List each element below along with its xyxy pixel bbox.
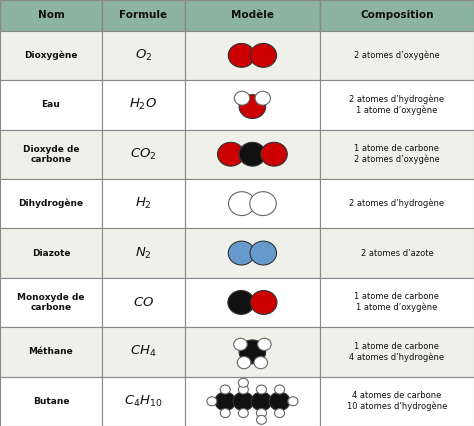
Bar xyxy=(185,278,320,327)
Text: Formule: Formule xyxy=(119,10,167,20)
Bar xyxy=(320,278,474,327)
Bar xyxy=(185,377,320,426)
Text: $O_2$: $O_2$ xyxy=(135,48,152,63)
Text: $CO_2$: $CO_2$ xyxy=(130,147,157,162)
Circle shape xyxy=(274,385,284,394)
Circle shape xyxy=(250,241,276,265)
Circle shape xyxy=(269,392,290,411)
Circle shape xyxy=(257,338,271,351)
Circle shape xyxy=(250,43,276,67)
Bar xyxy=(320,31,474,80)
Circle shape xyxy=(238,378,248,387)
Circle shape xyxy=(228,291,255,314)
Bar xyxy=(185,179,320,228)
Text: $CO$: $CO$ xyxy=(133,296,154,309)
Bar xyxy=(0,0,102,31)
Circle shape xyxy=(234,338,247,351)
Circle shape xyxy=(239,95,265,118)
Text: Diazote: Diazote xyxy=(32,248,70,258)
Text: $H_2$: $H_2$ xyxy=(135,196,152,211)
Text: Nom: Nom xyxy=(37,10,64,20)
Circle shape xyxy=(288,397,298,406)
Circle shape xyxy=(256,409,266,417)
Text: 4 atomes de carbone
10 atomes d’hydrogène: 4 atomes de carbone 10 atomes d’hydrogèn… xyxy=(347,391,447,411)
Circle shape xyxy=(239,142,265,166)
Text: Monoxyde de
carbone: Monoxyde de carbone xyxy=(17,293,85,312)
Text: Composition: Composition xyxy=(360,10,434,20)
Circle shape xyxy=(238,409,248,417)
Bar xyxy=(320,228,474,278)
Text: Dioxygène: Dioxygène xyxy=(24,51,78,60)
Text: 1 atome de carbone
2 atomes d’oxygène: 1 atome de carbone 2 atomes d’oxygène xyxy=(354,144,440,164)
Bar xyxy=(102,278,185,327)
Circle shape xyxy=(228,192,255,216)
Text: Dioxyde de
carbone: Dioxyde de carbone xyxy=(23,144,79,164)
Bar xyxy=(102,31,185,80)
Bar xyxy=(0,327,102,377)
Bar xyxy=(102,80,185,130)
Circle shape xyxy=(220,409,230,417)
Circle shape xyxy=(237,357,251,368)
Bar xyxy=(320,179,474,228)
Circle shape xyxy=(207,397,217,406)
Circle shape xyxy=(233,392,254,411)
Text: Eau: Eau xyxy=(42,100,60,109)
Bar xyxy=(0,130,102,179)
Circle shape xyxy=(228,43,255,67)
Bar xyxy=(320,327,474,377)
Circle shape xyxy=(228,241,255,265)
Bar xyxy=(102,130,185,179)
Circle shape xyxy=(250,192,276,216)
Bar xyxy=(0,179,102,228)
Bar xyxy=(320,80,474,130)
Bar xyxy=(185,130,320,179)
Circle shape xyxy=(220,385,230,394)
Circle shape xyxy=(239,340,265,364)
Text: 2 atomes d’hydrogène: 2 atomes d’hydrogène xyxy=(349,199,445,208)
Circle shape xyxy=(250,291,277,314)
Bar xyxy=(0,31,102,80)
Circle shape xyxy=(255,91,271,105)
Bar xyxy=(320,0,474,31)
Bar xyxy=(102,228,185,278)
Text: Modèle: Modèle xyxy=(231,10,274,20)
Circle shape xyxy=(238,385,248,394)
Text: 1 atome de carbone
4 atomes d’hydrogène: 1 atome de carbone 4 atomes d’hydrogène xyxy=(349,342,445,362)
Bar xyxy=(102,0,185,31)
Circle shape xyxy=(256,385,266,394)
Text: Dihydrogène: Dihydrogène xyxy=(18,199,83,208)
Circle shape xyxy=(254,357,267,368)
Bar xyxy=(185,327,320,377)
Bar xyxy=(0,80,102,130)
Bar xyxy=(102,179,185,228)
Bar xyxy=(320,130,474,179)
Bar xyxy=(320,377,474,426)
Circle shape xyxy=(256,415,266,424)
Text: 2 atomes d’oxygène: 2 atomes d’oxygène xyxy=(354,51,440,60)
Bar xyxy=(102,377,185,426)
Circle shape xyxy=(234,91,250,105)
Text: 2 atomes d’azote: 2 atomes d’azote xyxy=(361,248,433,258)
Circle shape xyxy=(215,392,236,411)
Circle shape xyxy=(261,142,287,166)
Text: Méthane: Méthane xyxy=(28,347,73,357)
Bar xyxy=(0,278,102,327)
Text: Butane: Butane xyxy=(33,397,69,406)
Text: 2 atomes d’hydrogène
1 atome d’oxygène: 2 atomes d’hydrogène 1 atome d’oxygène xyxy=(349,95,445,115)
Text: $N_2$: $N_2$ xyxy=(135,245,152,261)
Text: $CH_4$: $CH_4$ xyxy=(130,344,157,360)
Circle shape xyxy=(251,392,272,411)
Bar xyxy=(0,377,102,426)
Bar xyxy=(185,0,320,31)
Bar xyxy=(185,31,320,80)
Text: $H_2O$: $H_2O$ xyxy=(129,97,157,112)
Circle shape xyxy=(274,409,284,417)
Text: $C_4H_{10}$: $C_4H_{10}$ xyxy=(124,394,163,409)
Bar xyxy=(185,228,320,278)
Text: 1 atome de carbone
1 atome d’oxygène: 1 atome de carbone 1 atome d’oxygène xyxy=(355,293,439,312)
Bar xyxy=(102,327,185,377)
Bar xyxy=(185,80,320,130)
Bar xyxy=(0,228,102,278)
Circle shape xyxy=(218,142,244,166)
